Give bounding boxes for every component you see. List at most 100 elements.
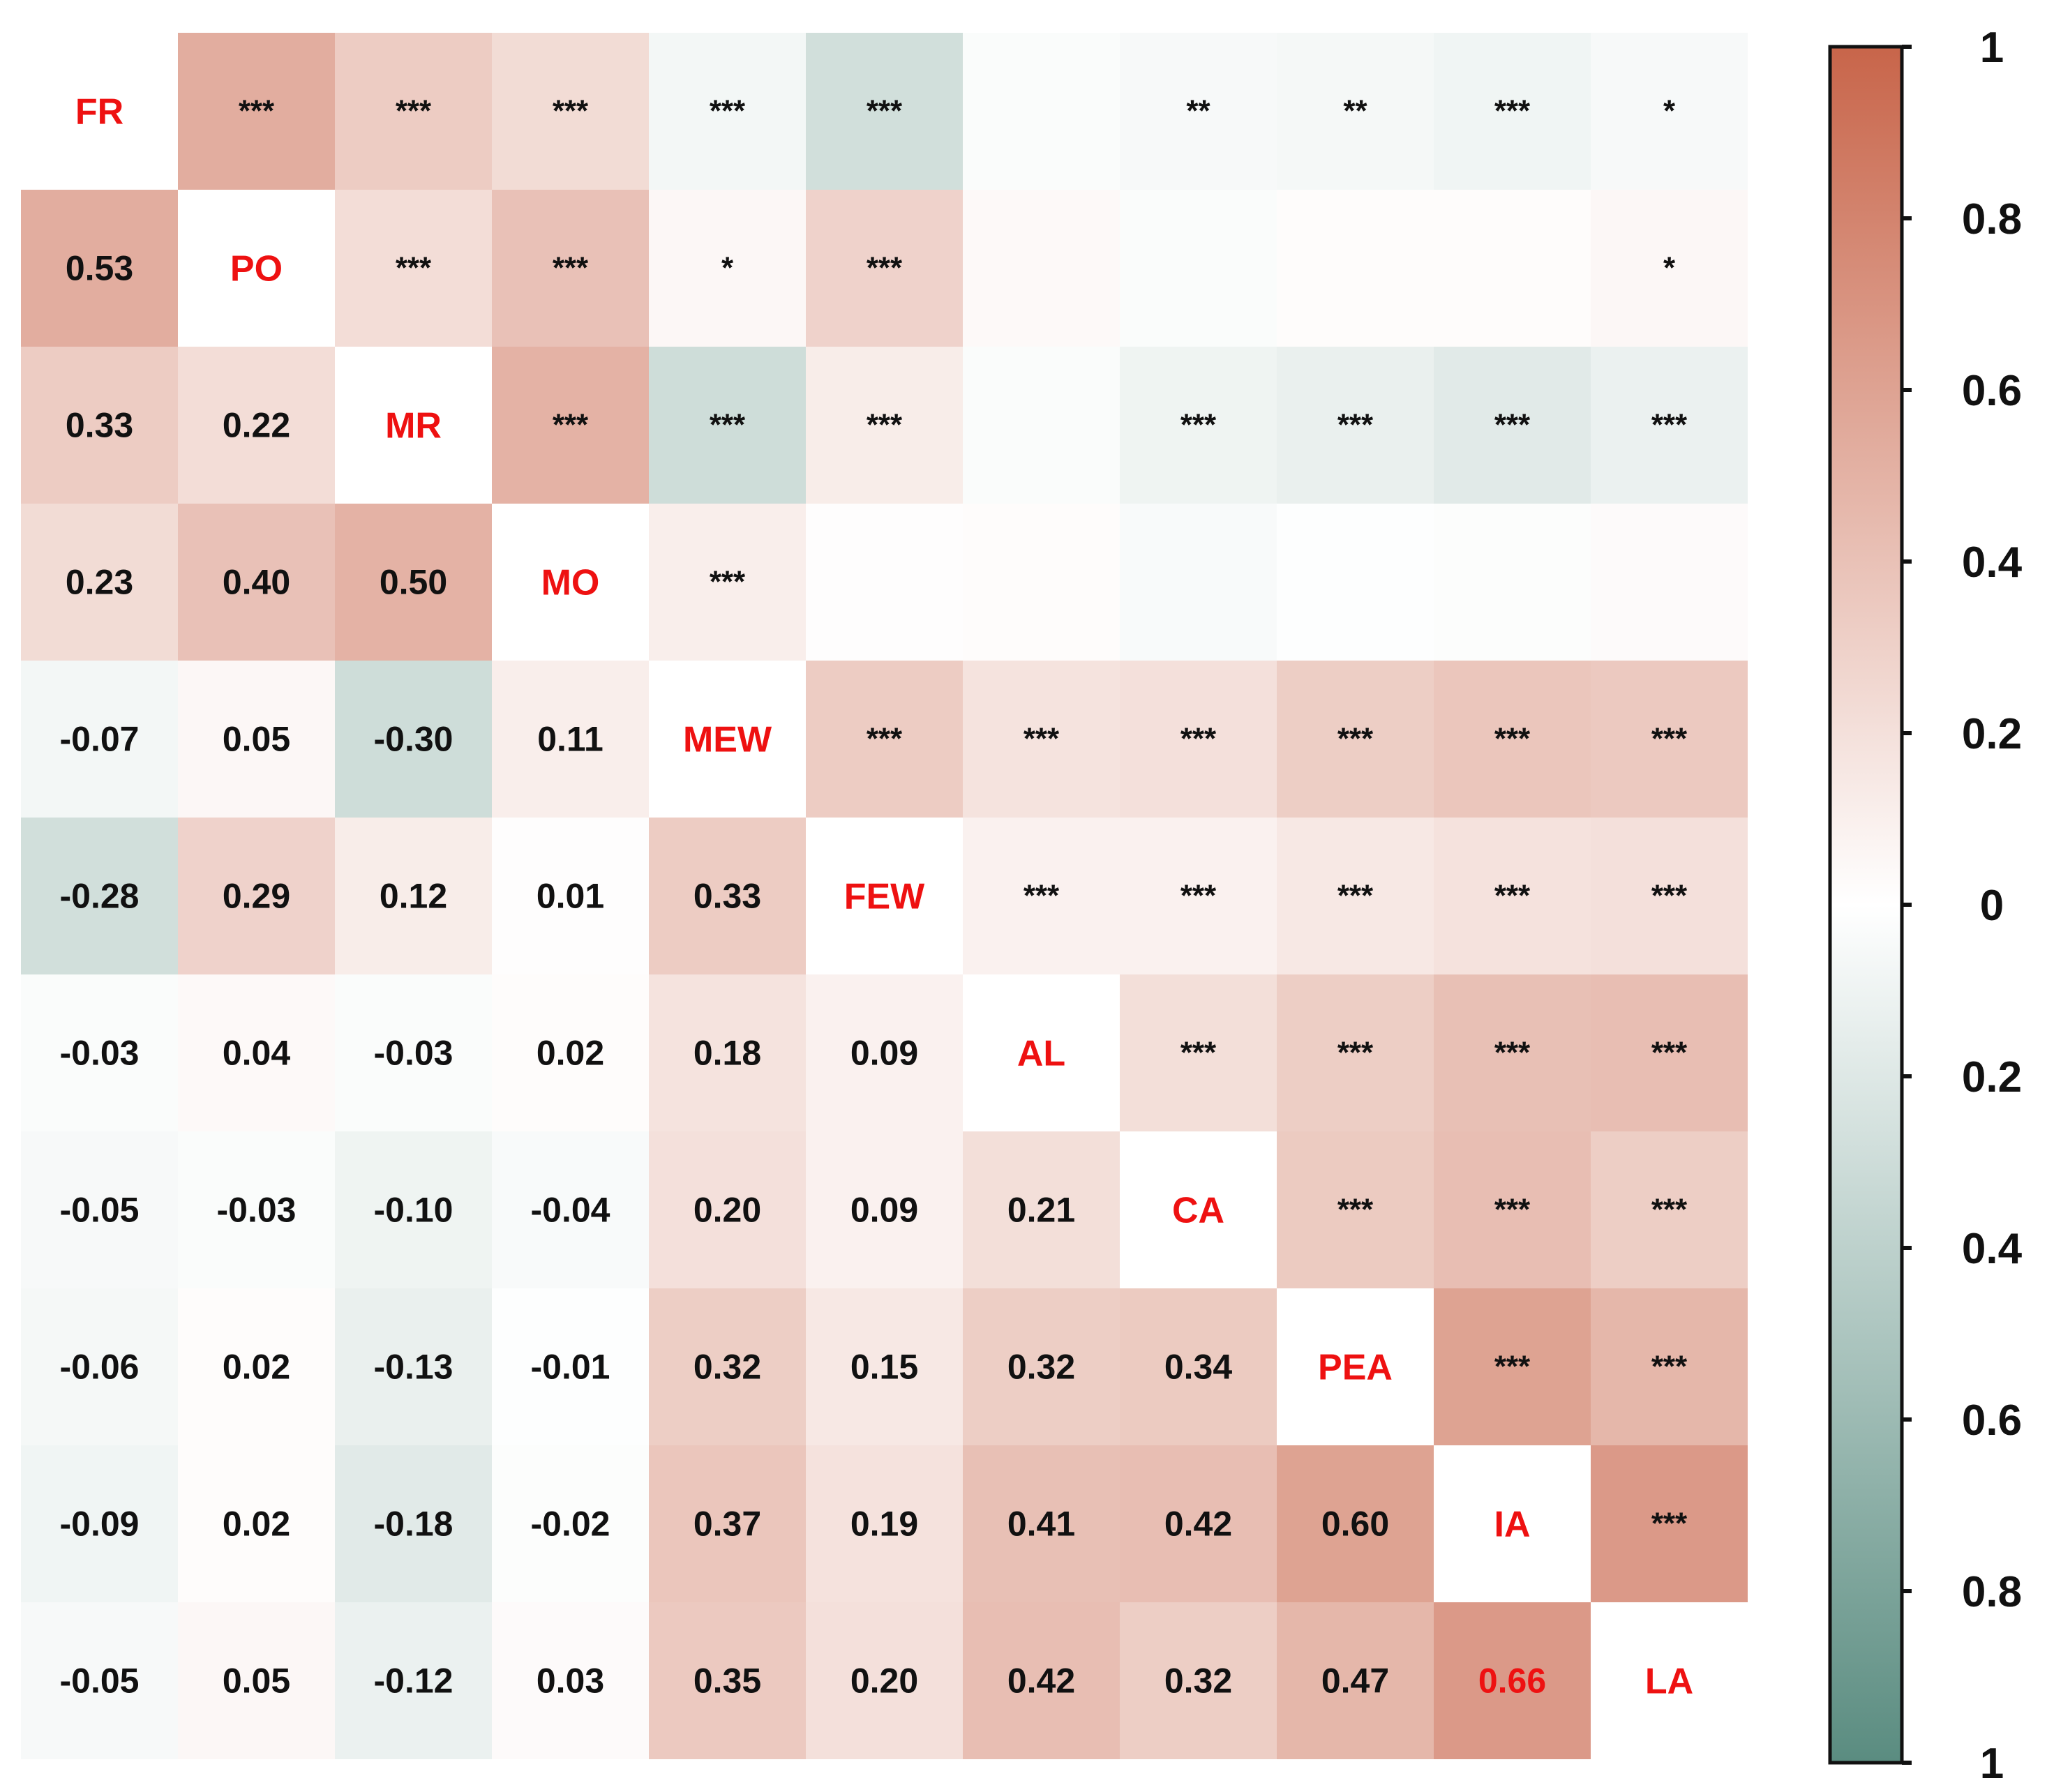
correlation-value-10-9: 0.66 [1478, 1662, 1546, 1701]
variable-label-la: LA [1645, 1662, 1693, 1702]
heatmap-cell-8-5 [806, 1288, 963, 1445]
heatmap-cell-3-7 [1120, 504, 1277, 661]
significance-mark-0-1: *** [239, 94, 275, 128]
heatmap-cell-4-3 [492, 661, 649, 818]
heatmap-cell-4-6 [963, 661, 1120, 818]
significance-mark-5-10: *** [1651, 879, 1688, 913]
heatmap-cell-6-4 [649, 974, 806, 1131]
significance-mark-1-5: *** [867, 251, 903, 285]
correlation-value-5-3: 0.01 [537, 877, 604, 916]
heatmap-cell-4-2 [335, 661, 492, 818]
correlation-value-6-5: 0.09 [850, 1034, 918, 1073]
significance-mark-4-10: *** [1651, 722, 1688, 756]
heatmap-cell-0-2 [335, 33, 492, 190]
heatmap-cell-6-9 [1434, 974, 1591, 1131]
heatmap-cell-1-4 [649, 190, 806, 347]
heatmap-cell-3-6 [963, 504, 1120, 661]
heatmap-cell-8-7 [1120, 1288, 1277, 1445]
variable-label-mo: MO [541, 563, 600, 603]
significance-mark-1-3: *** [553, 251, 589, 285]
significance-mark-0-7: ** [1186, 94, 1210, 128]
correlation-value-6-0: -0.03 [60, 1034, 140, 1073]
heatmap-cell-7-4 [649, 1131, 806, 1288]
significance-mark-4-6: *** [1024, 722, 1060, 756]
colorbar-gradient [1828, 45, 1904, 1765]
colorbar-tick-label: 1 [1980, 1740, 2004, 1788]
heatmap-cell-4-7 [1120, 661, 1277, 818]
heatmap-cell-7-10 [1591, 1131, 1748, 1288]
correlation-value-10-2: -0.12 [374, 1662, 453, 1701]
correlation-value-8-7: 0.34 [1164, 1348, 1233, 1387]
significance-mark-6-8: *** [1337, 1036, 1374, 1070]
significance-mark-0-9: *** [1494, 94, 1531, 128]
significance-mark-4-7: *** [1180, 722, 1217, 756]
significance-mark-1-10: * [1663, 251, 1676, 285]
significance-mark-2-7: *** [1180, 408, 1217, 442]
heatmap-cell-8-0 [21, 1288, 178, 1445]
heatmap-cell-10-3 [492, 1602, 649, 1759]
colorbar-tick-label: 0.6 [1962, 367, 2022, 415]
heatmap-cell-0-8 [1277, 33, 1434, 190]
heatmap-cell-3-10 [1591, 504, 1748, 661]
significance-mark-6-9: *** [1494, 1036, 1531, 1070]
correlation-value-4-3: 0.11 [537, 720, 603, 759]
heatmap-cell-9-2 [335, 1445, 492, 1602]
significance-mark-2-4: *** [710, 408, 746, 442]
heatmap-cell-2-8 [1277, 347, 1434, 504]
heatmap-cell-6-5 [806, 974, 963, 1131]
heatmap-cell-1-8 [1277, 190, 1434, 347]
colorbar-tick-label: 0.4 [1962, 539, 2023, 587]
correlation-value-9-8: 0.60 [1321, 1505, 1389, 1544]
heatmap-cell-2-0 [21, 347, 178, 504]
heatmap-cell-4-5 [806, 661, 963, 818]
heatmap-cell-1-6 [963, 190, 1120, 347]
significance-mark-4-5: *** [867, 722, 903, 756]
colorbar-tick-label: 0.8 [1962, 1568, 2022, 1616]
colorbar-tick-label: 0 [1980, 882, 2004, 930]
heatmap-cell-7-0 [21, 1131, 178, 1288]
correlation-value-8-6: 0.32 [1007, 1348, 1075, 1387]
significance-mark-8-9: *** [1494, 1350, 1531, 1384]
heatmap-cell-8-10 [1591, 1288, 1748, 1445]
correlation-value-7-3: -0.04 [531, 1191, 610, 1230]
heatmap-cell-3-2 [335, 504, 492, 661]
heatmap-cell-4-1 [178, 661, 335, 818]
heatmap-cell-5-2 [335, 818, 492, 974]
heatmap-cell-9-3 [492, 1445, 649, 1602]
correlation-value-8-0: -0.06 [60, 1348, 140, 1387]
heatmap-cell-4-9 [1434, 661, 1591, 818]
correlation-value-7-5: 0.09 [850, 1191, 918, 1230]
heatmap-cell-2-5 [806, 347, 963, 504]
heatmap-cell-5-6 [963, 818, 1120, 974]
heatmap-cell-0-3 [492, 33, 649, 190]
correlation-value-4-2: -0.30 [374, 720, 453, 759]
heatmap-cell-3-0 [21, 504, 178, 661]
heatmap-cell-0-5 [806, 33, 963, 190]
heatmap-cell-9-4 [649, 1445, 806, 1602]
heatmap-cell-2-9 [1434, 347, 1591, 504]
significance-mark-2-10: *** [1651, 408, 1688, 442]
correlation-value-3-0: 0.23 [66, 563, 133, 602]
significance-mark-7-9: *** [1494, 1193, 1531, 1227]
correlation-value-10-6: 0.42 [1007, 1662, 1075, 1701]
heatmap-cell-5-9 [1434, 818, 1591, 974]
heatmap-cell-6-1 [178, 974, 335, 1131]
significance-mark-1-2: *** [396, 251, 432, 285]
correlation-value-7-0: -0.05 [60, 1191, 140, 1230]
significance-mark-5-6: *** [1024, 879, 1060, 913]
significance-mark-7-10: *** [1651, 1193, 1688, 1227]
heatmap-cell-6-2 [335, 974, 492, 1131]
heatmap-cell-7-9 [1434, 1131, 1591, 1288]
correlation-value-8-4: 0.32 [693, 1348, 761, 1387]
heatmap-cell-4-8 [1277, 661, 1434, 818]
colorbar-tick-label: 0.2 [1962, 1053, 2022, 1101]
heatmap-cell-6-8 [1277, 974, 1434, 1131]
heatmap-cell-10-6 [963, 1602, 1120, 1759]
variable-label-ia: IA [1494, 1505, 1531, 1545]
correlation-value-9-1: 0.02 [223, 1505, 290, 1544]
heatmap-cell-6-0 [21, 974, 178, 1131]
heatmap-cell-2-7 [1120, 347, 1277, 504]
heatmap-cell-1-7 [1120, 190, 1277, 347]
significance-mark-6-10: *** [1651, 1036, 1688, 1070]
correlation-value-9-3: -0.02 [531, 1505, 610, 1544]
